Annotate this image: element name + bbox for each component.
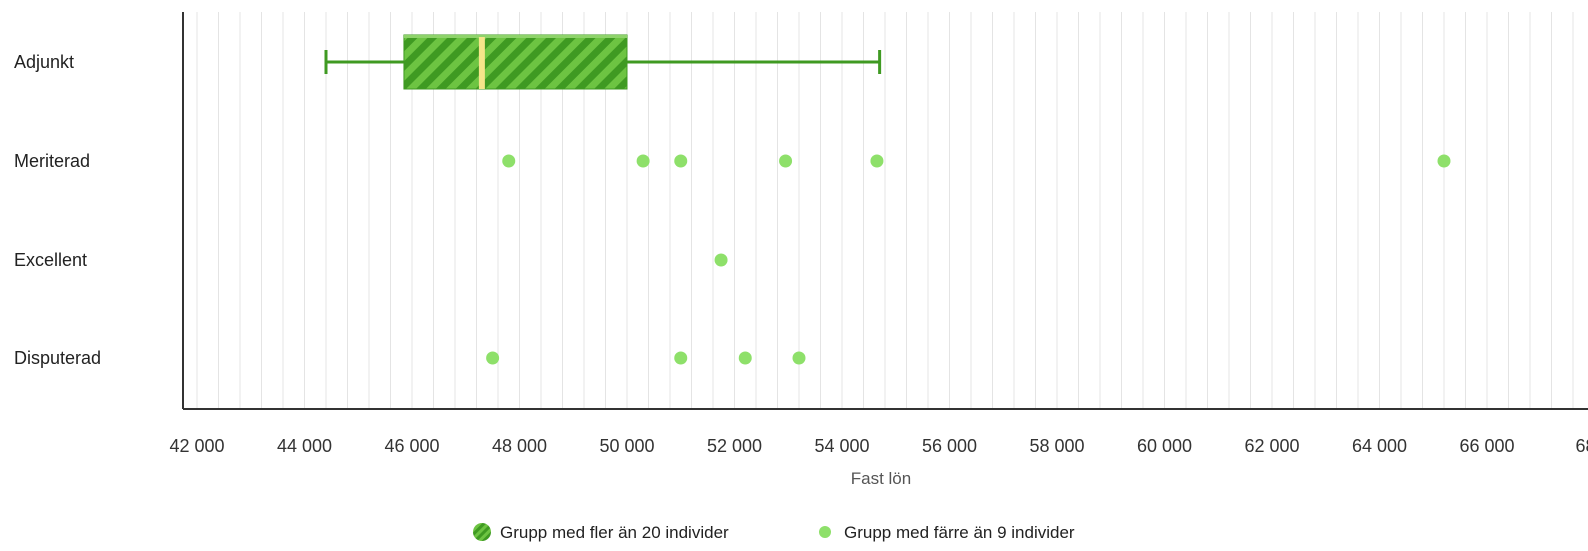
tick-labels: 42 000 44 000 46 000 48 000 50 000 52 000 54 0… — [169, 436, 1588, 456]
axis-layer — [182, 12, 1588, 410]
data-point — [738, 351, 752, 365]
category-label: Adjunkt — [14, 52, 74, 72]
x-tick-label: 60 000 — [1137, 436, 1192, 456]
x-tick-label: 46 000 — [384, 436, 439, 456]
x-tick-label: 62 000 — [1244, 436, 1299, 456]
x-tick-label: 66 000 — [1459, 436, 1514, 456]
data-point — [779, 154, 793, 168]
category-label: Meriterad — [14, 151, 90, 171]
box-layer — [324, 34, 882, 90]
legend-label: Grupp med fler än 20 individer — [500, 523, 729, 542]
data-point — [674, 154, 688, 168]
x-tick-label: 44 000 — [277, 436, 332, 456]
data-point — [870, 154, 884, 168]
data-point — [714, 253, 728, 267]
category-labels: Adjunkt Meriterad Excellent Disputerad — [14, 52, 101, 368]
median-line — [478, 37, 485, 89]
legend: Grupp med fler än 20 individer Grupp med … — [473, 523, 1075, 542]
x-tick-label: 64 000 — [1352, 436, 1407, 456]
data-point — [502, 154, 516, 168]
legend-marker-dot — [819, 526, 831, 538]
data-point — [636, 154, 650, 168]
category-label: Disputerad — [14, 348, 101, 368]
point-layer — [486, 154, 1451, 365]
grid-layer — [196, 12, 1574, 409]
data-point — [1437, 154, 1451, 168]
legend-label: Grupp med färre än 9 individer — [844, 523, 1075, 542]
x-axis-title: Fast lön — [851, 469, 911, 488]
x-tick-label: 68… — [1575, 436, 1588, 456]
x-tick-label: 56 000 — [922, 436, 977, 456]
x-tick-label: 52 000 — [707, 436, 762, 456]
box-iqr — [403, 34, 628, 90]
data-point — [674, 351, 688, 365]
data-point — [486, 351, 500, 365]
x-tick-label: 54 000 — [814, 436, 869, 456]
x-tick-label: 58 000 — [1029, 436, 1084, 456]
x-tick-label: 48 000 — [492, 436, 547, 456]
x-tick-label: 50 000 — [599, 436, 654, 456]
category-label: Excellent — [14, 250, 87, 270]
x-tick-label: 42 000 — [169, 436, 224, 456]
legend-marker-striped — [473, 523, 491, 541]
data-point — [792, 351, 806, 365]
box-top-edge — [403, 35, 627, 38]
